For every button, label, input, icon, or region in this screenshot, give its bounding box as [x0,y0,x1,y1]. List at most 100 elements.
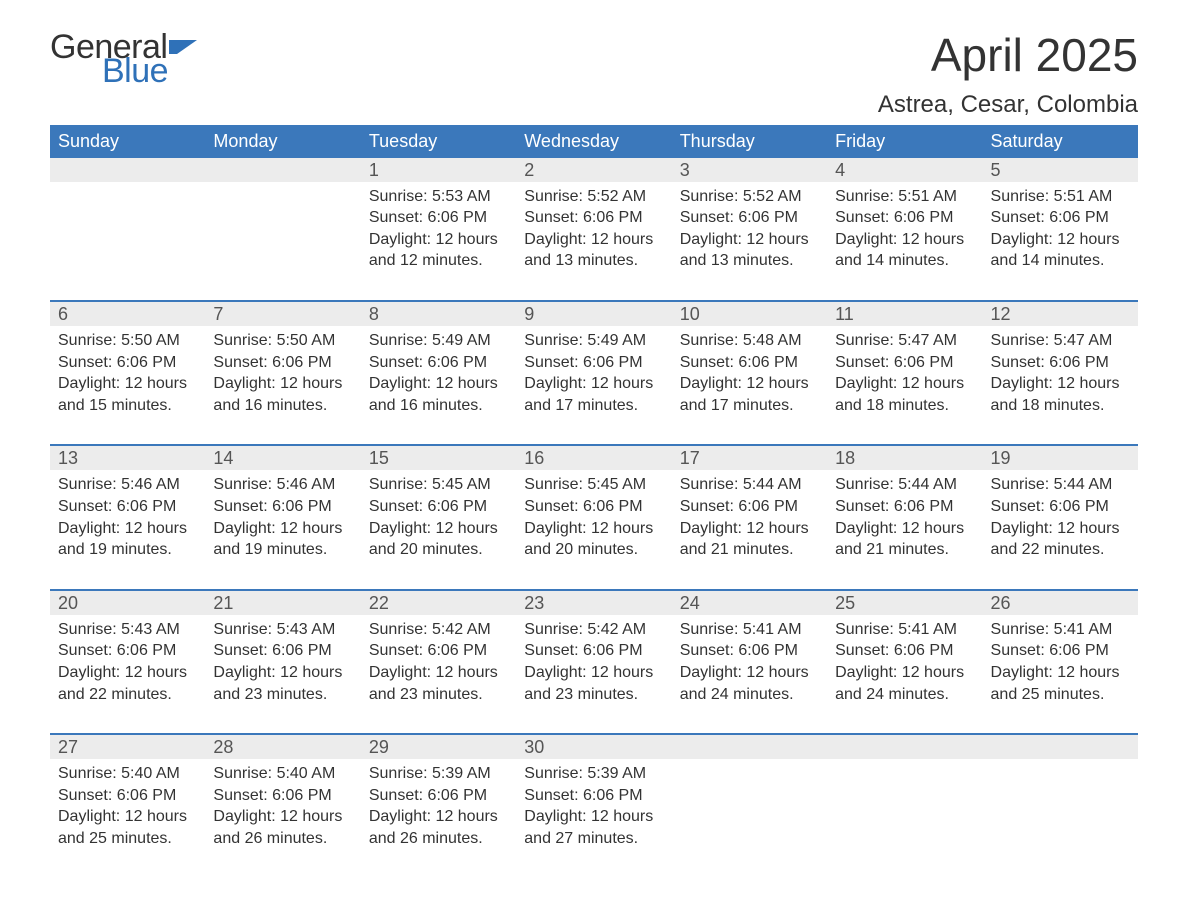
page-title: April 2025 [878,30,1138,81]
page-subtitle: Astrea, Cesar, Colombia [878,91,1138,119]
day-detail-line: Sunset: 6:06 PM [680,496,819,518]
day-body: Sunrise: 5:50 AMSunset: 6:06 PMDaylight:… [205,326,360,430]
day-number: 17 [672,446,827,470]
day-detail-line: Daylight: 12 hours and 22 minutes. [58,662,197,705]
day-detail-line: Daylight: 12 hours and 26 minutes. [369,806,508,849]
day-number: 11 [827,302,982,326]
day-body: Sunrise: 5:41 AMSunset: 6:06 PMDaylight:… [827,615,982,719]
calendar-week: 13Sunrise: 5:46 AMSunset: 6:06 PMDayligh… [50,444,1138,574]
day-body: Sunrise: 5:47 AMSunset: 6:06 PMDaylight:… [983,326,1138,430]
day-number: 15 [361,446,516,470]
day-detail-line: Daylight: 12 hours and 18 minutes. [835,373,974,416]
weekday-header: Wednesday [516,125,671,158]
day-detail-line: Sunset: 6:06 PM [835,207,974,229]
day-body [983,759,1138,859]
day-detail-line: Daylight: 12 hours and 21 minutes. [680,518,819,561]
day-body: Sunrise: 5:50 AMSunset: 6:06 PMDaylight:… [50,326,205,430]
day-detail-line: Sunset: 6:06 PM [369,207,508,229]
day-detail-line: Sunset: 6:06 PM [991,496,1130,518]
weekday-header: Tuesday [361,125,516,158]
calendar-day [50,158,205,286]
day-body: Sunrise: 5:52 AMSunset: 6:06 PMDaylight:… [516,182,671,286]
calendar-body: 1Sunrise: 5:53 AMSunset: 6:06 PMDaylight… [50,158,1138,864]
day-detail-line: Sunrise: 5:47 AM [835,330,974,352]
flag-icon [169,36,197,60]
day-number: 28 [205,735,360,759]
day-detail-line: Sunrise: 5:46 AM [58,474,197,496]
day-body: Sunrise: 5:40 AMSunset: 6:06 PMDaylight:… [205,759,360,863]
day-number: 8 [361,302,516,326]
day-detail-line: Sunset: 6:06 PM [524,352,663,374]
weekday-header: Monday [205,125,360,158]
calendar-day: 1Sunrise: 5:53 AMSunset: 6:06 PMDaylight… [361,158,516,286]
day-detail-line: Sunrise: 5:41 AM [991,619,1130,641]
day-body: Sunrise: 5:46 AMSunset: 6:06 PMDaylight:… [50,470,205,574]
day-number: 1 [361,158,516,182]
calendar-day [672,735,827,863]
day-number: 9 [516,302,671,326]
calendar-day: 7Sunrise: 5:50 AMSunset: 6:06 PMDaylight… [205,302,360,430]
calendar-day: 23Sunrise: 5:42 AMSunset: 6:06 PMDayligh… [516,591,671,719]
day-detail-line: Sunrise: 5:43 AM [58,619,197,641]
day-detail-line: Daylight: 12 hours and 21 minutes. [835,518,974,561]
day-detail-line: Sunset: 6:06 PM [680,352,819,374]
day-detail-line: Daylight: 12 hours and 13 minutes. [524,229,663,272]
day-number [205,158,360,182]
day-body: Sunrise: 5:43 AMSunset: 6:06 PMDaylight:… [50,615,205,719]
day-detail-line: Daylight: 12 hours and 24 minutes. [680,662,819,705]
day-number: 2 [516,158,671,182]
day-number: 10 [672,302,827,326]
day-detail-line: Sunrise: 5:45 AM [524,474,663,496]
calendar-day: 3Sunrise: 5:52 AMSunset: 6:06 PMDaylight… [672,158,827,286]
day-body: Sunrise: 5:39 AMSunset: 6:06 PMDaylight:… [361,759,516,863]
calendar-day: 9Sunrise: 5:49 AMSunset: 6:06 PMDaylight… [516,302,671,430]
day-number [983,735,1138,759]
day-body: Sunrise: 5:44 AMSunset: 6:06 PMDaylight:… [983,470,1138,574]
day-number: 13 [50,446,205,470]
day-number: 14 [205,446,360,470]
day-detail-line: Sunrise: 5:40 AM [213,763,352,785]
day-detail-line: Daylight: 12 hours and 17 minutes. [524,373,663,416]
day-body: Sunrise: 5:49 AMSunset: 6:06 PMDaylight:… [361,326,516,430]
day-detail-line: Sunrise: 5:50 AM [58,330,197,352]
day-body: Sunrise: 5:44 AMSunset: 6:06 PMDaylight:… [827,470,982,574]
day-detail-line: Sunrise: 5:44 AM [835,474,974,496]
calendar-day [205,158,360,286]
calendar-day: 2Sunrise: 5:52 AMSunset: 6:06 PMDaylight… [516,158,671,286]
day-body [205,182,360,282]
header: General Blue April 2025 Astrea, Cesar, C… [50,30,1138,119]
day-number: 26 [983,591,1138,615]
day-detail-line: Sunset: 6:06 PM [524,496,663,518]
day-detail-line: Sunset: 6:06 PM [991,640,1130,662]
weekday-header: Saturday [983,125,1138,158]
calendar-day [983,735,1138,863]
day-body: Sunrise: 5:46 AMSunset: 6:06 PMDaylight:… [205,470,360,574]
calendar-day: 21Sunrise: 5:43 AMSunset: 6:06 PMDayligh… [205,591,360,719]
day-detail-line: Daylight: 12 hours and 18 minutes. [991,373,1130,416]
calendar-day: 6Sunrise: 5:50 AMSunset: 6:06 PMDaylight… [50,302,205,430]
day-detail-line: Sunrise: 5:53 AM [369,186,508,208]
day-detail-line: Sunset: 6:06 PM [58,640,197,662]
day-body: Sunrise: 5:45 AMSunset: 6:06 PMDaylight:… [361,470,516,574]
day-detail-line: Sunrise: 5:52 AM [524,186,663,208]
calendar-day: 19Sunrise: 5:44 AMSunset: 6:06 PMDayligh… [983,446,1138,574]
day-detail-line: Sunrise: 5:52 AM [680,186,819,208]
day-number [672,735,827,759]
day-detail-line: Daylight: 12 hours and 23 minutes. [524,662,663,705]
calendar-day: 5Sunrise: 5:51 AMSunset: 6:06 PMDaylight… [983,158,1138,286]
day-detail-line: Sunrise: 5:46 AM [213,474,352,496]
day-detail-line: Sunset: 6:06 PM [991,352,1130,374]
calendar-day: 25Sunrise: 5:41 AMSunset: 6:06 PMDayligh… [827,591,982,719]
day-number: 25 [827,591,982,615]
calendar-day: 12Sunrise: 5:47 AMSunset: 6:06 PMDayligh… [983,302,1138,430]
calendar-day: 11Sunrise: 5:47 AMSunset: 6:06 PMDayligh… [827,302,982,430]
day-body: Sunrise: 5:49 AMSunset: 6:06 PMDaylight:… [516,326,671,430]
day-detail-line: Daylight: 12 hours and 15 minutes. [58,373,197,416]
day-detail-line: Sunrise: 5:49 AM [369,330,508,352]
calendar-day: 15Sunrise: 5:45 AMSunset: 6:06 PMDayligh… [361,446,516,574]
calendar-day: 17Sunrise: 5:44 AMSunset: 6:06 PMDayligh… [672,446,827,574]
day-number: 22 [361,591,516,615]
day-detail-line: Daylight: 12 hours and 13 minutes. [680,229,819,272]
day-body: Sunrise: 5:39 AMSunset: 6:06 PMDaylight:… [516,759,671,863]
day-body: Sunrise: 5:41 AMSunset: 6:06 PMDaylight:… [672,615,827,719]
